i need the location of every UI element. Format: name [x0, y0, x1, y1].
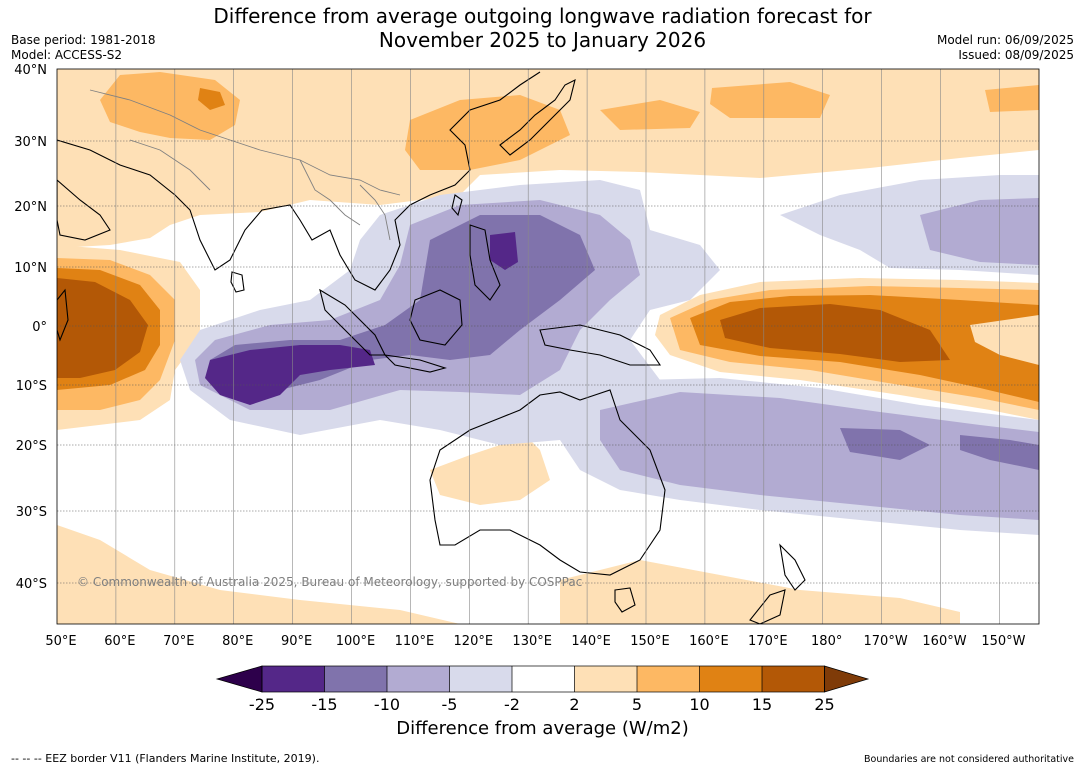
- lat-tick-label: 40°S: [16, 577, 47, 592]
- colorbar-tick-label: -10: [374, 695, 400, 714]
- lon-tick-label: 70°E: [163, 634, 194, 649]
- lat-tick-label: 40°N: [14, 63, 47, 78]
- colorbar-tick-label: 25: [814, 695, 834, 714]
- anomaly-positive-pacific-n1: [600, 100, 700, 130]
- nz-north-outline: [779, 543, 806, 591]
- lon-tick-label: 60°E: [104, 634, 135, 649]
- eez-legend: -- -- -- EEZ border V11 (Flanders Marine…: [11, 752, 320, 765]
- colorbar-over-extension: [824, 665, 870, 693]
- anomaly-neutral-pacific-pocket: [970, 315, 1039, 365]
- anomaly-negative-indian-core: [205, 345, 375, 405]
- anomaly-negative-maritime-4: [490, 232, 518, 270]
- lon-tick-label: 130°E: [512, 634, 552, 649]
- anomaly-positive-australia: [430, 430, 550, 505]
- lat-tick-label: 10°N: [14, 261, 47, 276]
- anomaly-positive-pacific-n2: [710, 82, 830, 118]
- anomaly-negative-south-pacific-3: [840, 428, 930, 460]
- colorbar-bin: [387, 666, 450, 692]
- model-run: Model run: 06/09/2025: [936, 33, 1074, 47]
- sumatra-outline: [319, 288, 386, 356]
- colorbar-bin: [699, 666, 762, 692]
- anomaly-negative-south-pacific-2: [600, 392, 1039, 520]
- nz-south-outline: [749, 589, 786, 624]
- taiwan-outline: [451, 194, 463, 217]
- copyright-notice: © Commonwealth of Australia 2025, Bureau…: [77, 575, 582, 589]
- anomaly-positive-pacific-n3: [985, 85, 1039, 112]
- lat-tick-label: 10°S: [16, 379, 47, 394]
- colorbar-tick-label: 10: [689, 695, 709, 714]
- colorbar-bin: [762, 666, 825, 692]
- lat-tick-label: 20°S: [16, 439, 47, 454]
- colorbar-tick-label: 5: [632, 695, 642, 714]
- borneo-outline: [409, 289, 463, 346]
- arabia-outline: [57, 179, 111, 241]
- new-guinea-outline: [539, 324, 662, 366]
- anomaly-field: [57, 69, 1039, 624]
- meta-right: Model run: 06/09/2025 Issued: 08/09/2025: [937, 33, 1074, 63]
- philippines-outline: [469, 224, 501, 301]
- lon-tick-label: 120°E: [454, 634, 494, 649]
- lon-tick-label: 80°E: [222, 634, 253, 649]
- colorbar-tick-label: -25: [249, 695, 275, 714]
- anomaly-positive-north-3: [198, 88, 225, 110]
- colorbar-bin: [449, 666, 512, 692]
- colorbar-under-extension: [215, 665, 263, 693]
- lon-tick-label: 160°W: [922, 634, 966, 649]
- asia-mainland-outline: [57, 71, 541, 291]
- gridlines: [57, 69, 1039, 624]
- title-line-1: Difference from average outgoing longwav…: [213, 4, 872, 28]
- boundaries-disclaimer: Boundaries are not considered authoritat…: [864, 754, 1074, 765]
- anomaly-positive-eq-pacific-4: [720, 304, 950, 362]
- colorbar-label: Difference from average (W/m2): [396, 718, 689, 739]
- lon-tick-label: 150°W: [981, 634, 1025, 649]
- base-period: Base period: 1981-2018: [11, 33, 156, 47]
- colorbar-bin: [574, 666, 637, 692]
- anomaly-positive-west-io-4: [57, 278, 148, 378]
- lat-tick-label: 0°: [32, 320, 47, 335]
- tasmania-outline: [614, 587, 636, 613]
- meta-left: Base period: 1981-2018 Model: ACCESS-S2: [11, 33, 156, 63]
- latitude-labels: 40°N 30°N 20°N 10°N 0° 10°S 20°S 30°S 40°S: [14, 63, 47, 592]
- lat-tick-label: 20°N: [14, 200, 47, 215]
- issued-date: Issued: 08/09/2025: [958, 48, 1074, 62]
- anomaly-negative-north-pacific-2: [920, 198, 1039, 265]
- colorbar-tick-label: -5: [442, 695, 458, 714]
- colorbar-bin: [324, 666, 387, 692]
- colorbar-bin: [262, 666, 325, 692]
- colorbar-bin: [512, 666, 575, 692]
- colorbar-tick-label: 2: [569, 695, 579, 714]
- longitude-labels: 50°E 60°E 70°E 80°E 90°E 100°E 110°E 120°E 130°E…: [45, 634, 1025, 649]
- colorbar-tick-label: 15: [752, 695, 772, 714]
- lat-tick-label: 30°N: [14, 135, 47, 150]
- madagascar-outline: [57, 288, 69, 342]
- lon-tick-label: 110°E: [395, 634, 435, 649]
- anomaly-positive-south: [57, 525, 460, 624]
- colorbar-tick-label: -2: [504, 695, 520, 714]
- title-line-2: November 2025 to January 2026: [378, 28, 707, 52]
- colorbar: -25 -15 -10 -5 -2 2 5 10 15 25: [215, 665, 870, 714]
- colorbar-tick-label: -15: [311, 695, 337, 714]
- colorbar-bin: [637, 666, 700, 692]
- anomaly-positive-japan: [405, 95, 570, 170]
- lon-tick-label: 140°E: [571, 634, 611, 649]
- lon-tick-label: 170°E: [748, 634, 788, 649]
- lon-tick-label: 50°E: [45, 634, 76, 649]
- lon-tick-label: 150°E: [630, 634, 670, 649]
- map-frame: [56, 68, 1040, 625]
- lon-tick-label: 90°E: [281, 634, 312, 649]
- lon-tick-label: 180°: [811, 634, 842, 649]
- lat-tick-label: 30°S: [16, 505, 47, 520]
- chart-title: Difference from average outgoing longwav…: [0, 4, 1085, 52]
- lon-tick-label: 100°E: [336, 634, 376, 649]
- lon-tick-label: 170°W: [864, 634, 908, 649]
- australia-outline: [429, 389, 666, 576]
- japan-outline: [499, 78, 576, 156]
- anomaly-positive-south-2: [560, 560, 960, 624]
- lon-tick-label: 160°E: [689, 634, 729, 649]
- model-name: Model: ACCESS-S2: [11, 48, 123, 62]
- coastlines: [57, 71, 806, 624]
- java-outline: [383, 354, 447, 373]
- sri-lanka-outline: [230, 271, 245, 293]
